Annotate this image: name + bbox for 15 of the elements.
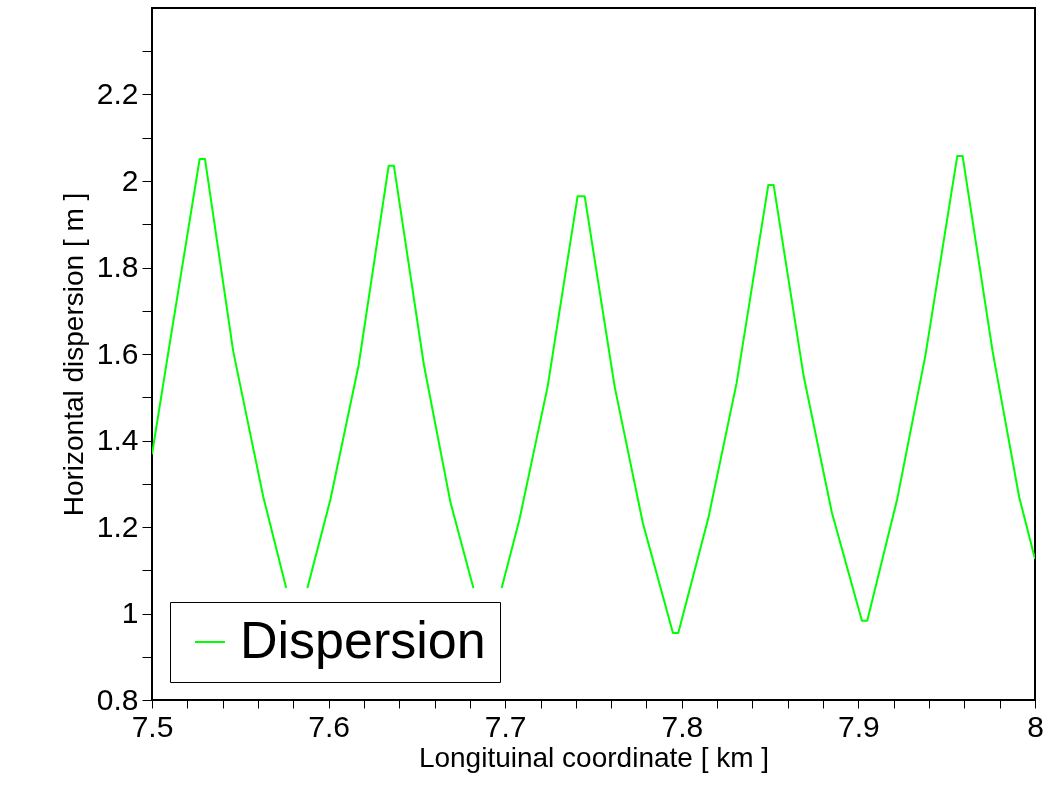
x-tick-label: 7.7 xyxy=(484,709,527,743)
y-tick-label: 1.4 xyxy=(96,423,139,456)
y-tick-label: 1.8 xyxy=(96,250,139,283)
y-tick-label: 2.2 xyxy=(96,77,139,110)
y-tick-label: 1.2 xyxy=(96,509,139,543)
y-tick-label: 1 xyxy=(121,596,139,629)
x-tick-label: 7.6 xyxy=(308,709,350,743)
legend-label: Dispersion xyxy=(240,611,486,669)
x-tick-label: 8 xyxy=(1027,709,1044,743)
x-tick-label: 7.8 xyxy=(661,709,704,743)
y-tick-label: 1.6 xyxy=(96,336,139,370)
x-axis-title: Longituinal coordinate [ km ] xyxy=(418,741,770,773)
y-tick-label: 2 xyxy=(121,163,139,197)
x-tick-label: 7.9 xyxy=(838,709,880,743)
y-axis-title: Horizontal dispersion [ m ] xyxy=(57,192,89,517)
